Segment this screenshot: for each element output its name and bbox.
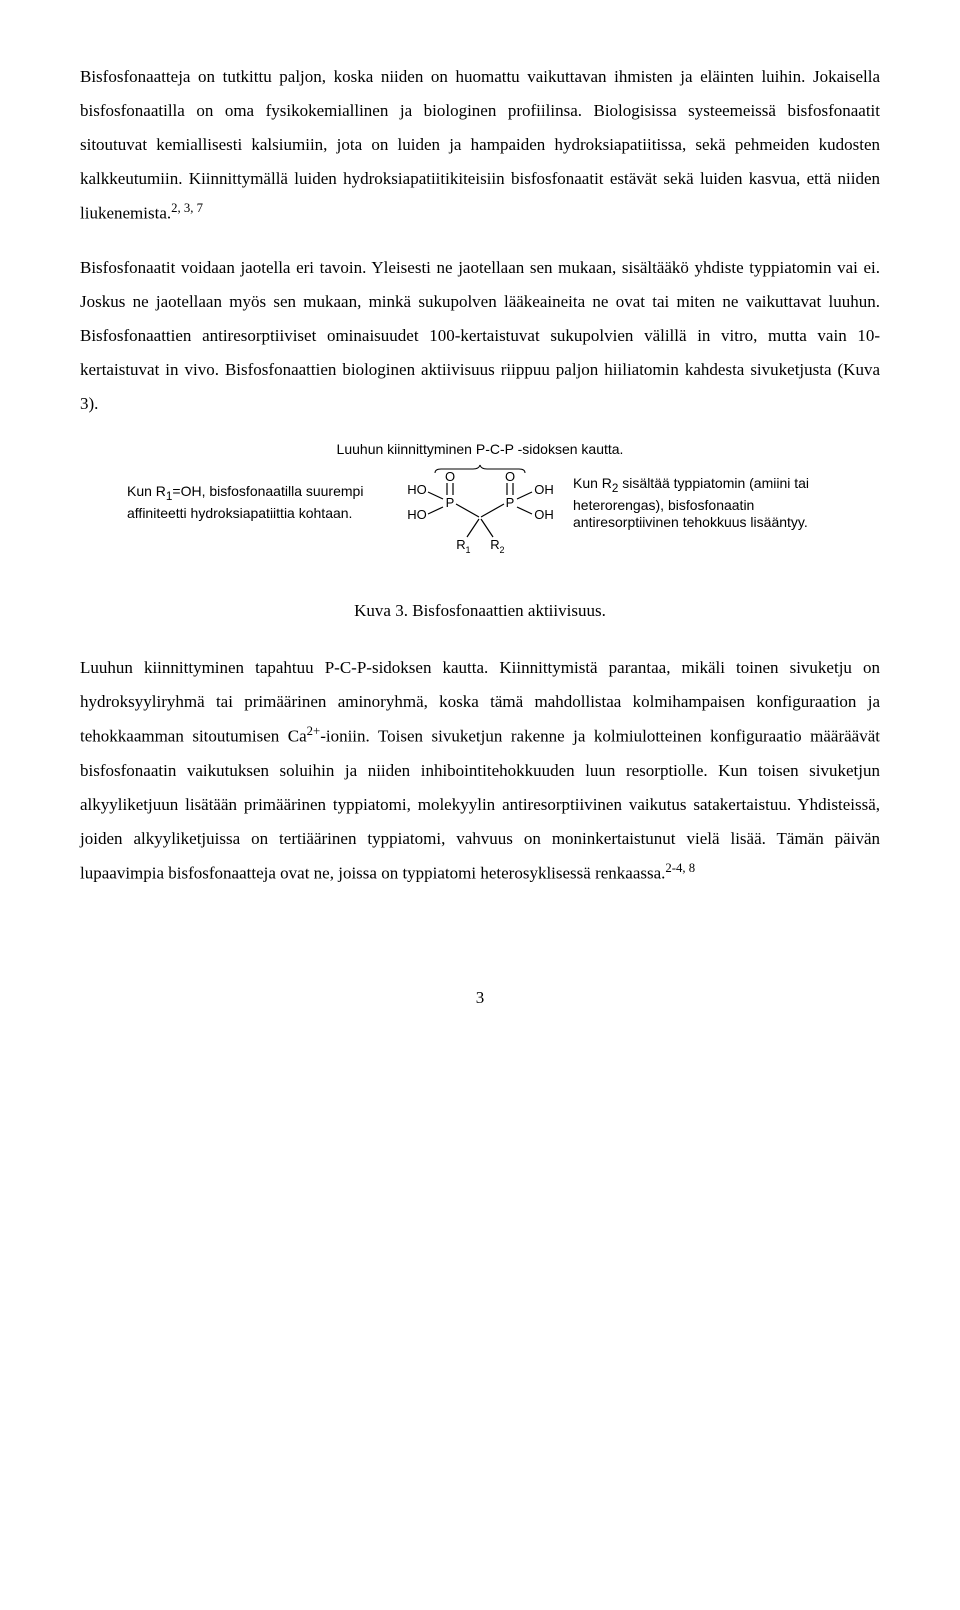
paragraph-3-ref: 2-4, 8 (665, 861, 695, 875)
chemical-structure: P P O O HO HO OH (395, 459, 565, 581)
fig-left-a: Kun R (127, 483, 166, 499)
structure-svg: P P O O HO HO OH (395, 459, 565, 569)
label-P-right: P (506, 495, 515, 510)
label-R2: R (490, 537, 499, 552)
paragraph-3b: -ioniin. Toisen sivuketjun rakenne ja ko… (80, 727, 880, 883)
paragraph-1-text: Bisfosfonaatteja on tutkittu paljon, kos… (80, 67, 880, 223)
paragraph-1-ref: 2, 3, 7 (171, 201, 203, 215)
figure-right-annotation: Kun R2 sisältää typpiatomin (amiini tai … (573, 459, 833, 531)
label-HO-2: HO (407, 507, 427, 522)
label-R1-sub: 1 (465, 545, 470, 555)
page-number: 3 (80, 981, 880, 1015)
label-OH-1: OH (534, 482, 554, 497)
label-O-left: O (445, 469, 455, 484)
paragraph-1: Bisfosfonaatteja on tutkittu paljon, kos… (80, 60, 880, 231)
figure-left-annotation: Kun R1=OH, bisfosfonaatilla suurempi aff… (127, 459, 387, 522)
label-OH-2: OH (534, 507, 554, 522)
label-R1: R (456, 537, 465, 552)
label-R2-sub: 2 (499, 545, 504, 555)
figure-caption: Kuva 3. Bisfosfonaattien aktiivisuus. (80, 599, 880, 623)
paragraph-2: Bisfosfonaatit voidaan jaotella eri tavo… (80, 251, 880, 421)
figure-top-label: Luuhun kiinnittyminen P-C-P -sidoksen ka… (80, 441, 880, 458)
fig-right-a: Kun R (573, 475, 612, 491)
figure-row: Kun R1=OH, bisfosfonaatilla suurempi aff… (80, 459, 880, 581)
paragraph-2-text: Bisfosfonaatit voidaan jaotella eri tavo… (80, 258, 880, 413)
paragraph-3: Luuhun kiinnittyminen tapahtuu P-C-P-sid… (80, 651, 880, 890)
label-P-left: P (446, 495, 455, 510)
label-O-right: O (505, 469, 515, 484)
ca-sup: 2+ (307, 724, 321, 738)
label-HO-1: HO (407, 482, 427, 497)
figure-3: Luuhun kiinnittyminen P-C-P -sidoksen ka… (80, 441, 880, 624)
